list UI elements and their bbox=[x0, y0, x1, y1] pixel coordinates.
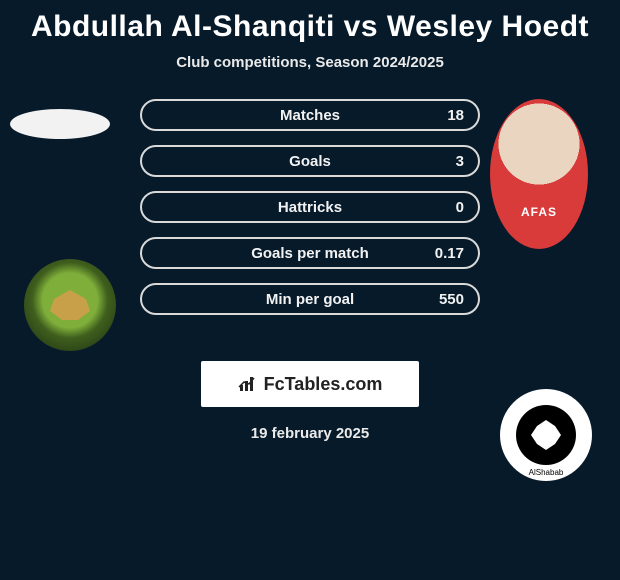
stat-row: Goals per match 0.17 bbox=[140, 237, 480, 269]
page-title: Abdullah Al-Shanqiti vs Wesley Hoedt bbox=[0, 0, 620, 44]
stat-value: 3 bbox=[456, 153, 464, 170]
page-subtitle: Club competitions, Season 2024/2025 bbox=[0, 54, 620, 71]
player-right-avatar bbox=[490, 99, 590, 249]
stat-label: Goals bbox=[289, 153, 331, 170]
stat-row: Min per goal 550 bbox=[140, 283, 480, 315]
stat-row: Hattricks 0 bbox=[140, 191, 480, 223]
brand-label: FcTables.com bbox=[264, 374, 383, 395]
comparison-area: AlShabab Matches 18 Goals 3 Hattricks 0 … bbox=[0, 99, 620, 315]
club-badge-right: AlShabab bbox=[500, 389, 592, 481]
stat-value: 550 bbox=[439, 291, 464, 308]
chart-icon bbox=[238, 375, 260, 393]
brand-logo[interactable]: FcTables.com bbox=[201, 361, 419, 407]
player-photo-icon bbox=[490, 99, 588, 249]
stats-list: Matches 18 Goals 3 Hattricks 0 Goals per… bbox=[140, 99, 480, 315]
club-badge-left bbox=[24, 259, 116, 351]
stat-label: Hattricks bbox=[278, 199, 342, 216]
stat-label: Goals per match bbox=[251, 245, 369, 262]
stat-value: 0.17 bbox=[435, 245, 464, 262]
stat-value: 18 bbox=[447, 107, 464, 124]
stat-row: Matches 18 bbox=[140, 99, 480, 131]
stat-label: Matches bbox=[280, 107, 340, 124]
avatar-placeholder-icon bbox=[10, 109, 110, 139]
club-right-label: AlShabab bbox=[529, 468, 564, 477]
player-left-avatar bbox=[10, 99, 110, 249]
club-logo-icon bbox=[516, 405, 576, 465]
stat-value: 0 bbox=[456, 199, 464, 216]
stat-row: Goals 3 bbox=[140, 145, 480, 177]
stat-label: Min per goal bbox=[266, 291, 354, 308]
